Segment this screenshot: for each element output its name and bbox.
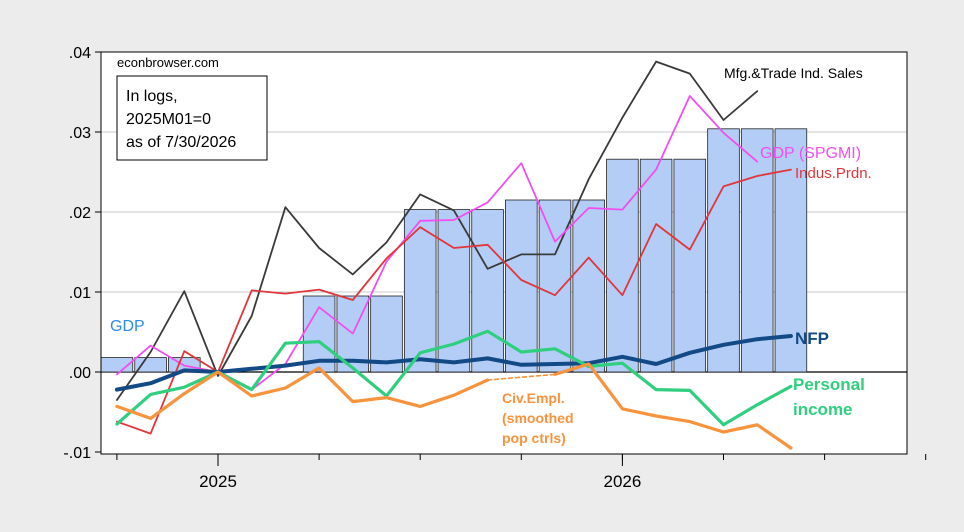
label-mfg-trade-sales: Mfg.&Trade Ind. Sales — [724, 65, 863, 81]
gdp-bar — [135, 358, 167, 372]
gdp-bar — [708, 129, 740, 372]
info-box-line-3: as of 7/30/2026 — [126, 134, 236, 151]
label-civ-empl-line-2: (smoothed — [502, 410, 574, 426]
gdp-bar — [607, 159, 639, 372]
y-tick-label: .04 — [69, 45, 91, 62]
label-civ-empl-line-1: Civ.Empl. — [502, 390, 565, 406]
gdp-bar — [472, 210, 504, 372]
info-box: In logs, 2025M01=0 as of 7/30/2026 — [117, 76, 267, 160]
gdp-bar — [573, 200, 605, 372]
gdp-bar — [640, 159, 672, 372]
info-box-line-1: In logs, — [126, 88, 178, 105]
y-tick-label: .00 — [69, 365, 91, 382]
y-tick-label: .03 — [69, 125, 91, 142]
gdp-bar — [674, 159, 706, 372]
x-tick-label: 2025 — [199, 472, 237, 491]
y-tick-label: .02 — [69, 205, 91, 222]
gdp-bar — [539, 200, 571, 372]
label-indus-prdn: Indus.Prdn. — [795, 165, 872, 182]
source-label: econbrowser.com — [117, 55, 219, 70]
y-tick-label: .01 — [69, 285, 91, 302]
label-gdp-spgmi: GDP (SPGMI) — [760, 145, 861, 162]
label-nfp: NFP — [795, 329, 829, 348]
y-tick-label: -.01 — [63, 445, 91, 462]
label-personal-income-line-2: income — [793, 400, 853, 419]
label-gdp: GDP — [110, 318, 145, 335]
gdp-bar — [741, 129, 773, 372]
info-box-line-2: 2025M01=0 — [126, 111, 211, 128]
label-personal-income-line-1: Personal — [793, 375, 865, 394]
x-tick-label: 2026 — [603, 472, 641, 491]
label-civ-empl-line-3: pop ctrls) — [502, 430, 566, 446]
